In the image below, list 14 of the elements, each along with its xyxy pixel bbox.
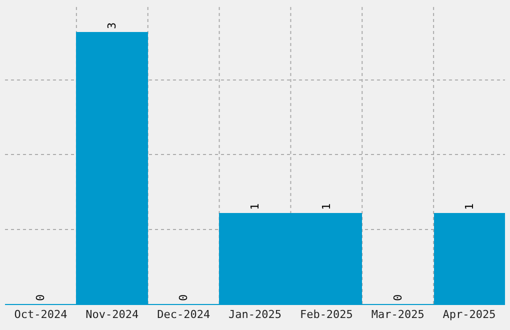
x-tick-label: Oct-2024	[14, 308, 68, 322]
data-label: 0	[34, 294, 47, 301]
x-tick-label: Nov-2024	[86, 308, 140, 322]
data-label: 0	[177, 294, 190, 301]
x-tick-label: Dec-2024	[157, 308, 210, 322]
x-tick-label: Mar-2025	[371, 308, 424, 322]
data-label: 3	[106, 22, 118, 29]
data-label: 0	[392, 294, 404, 301]
x-tick-label: Apr-2025	[442, 308, 496, 322]
data-label: 1	[320, 203, 333, 210]
x-tick-label: Feb-2025	[300, 308, 353, 322]
x-tick-label: Jan-2025	[228, 308, 282, 322]
data-label: 1	[463, 203, 476, 210]
data-label: 1	[248, 203, 262, 210]
